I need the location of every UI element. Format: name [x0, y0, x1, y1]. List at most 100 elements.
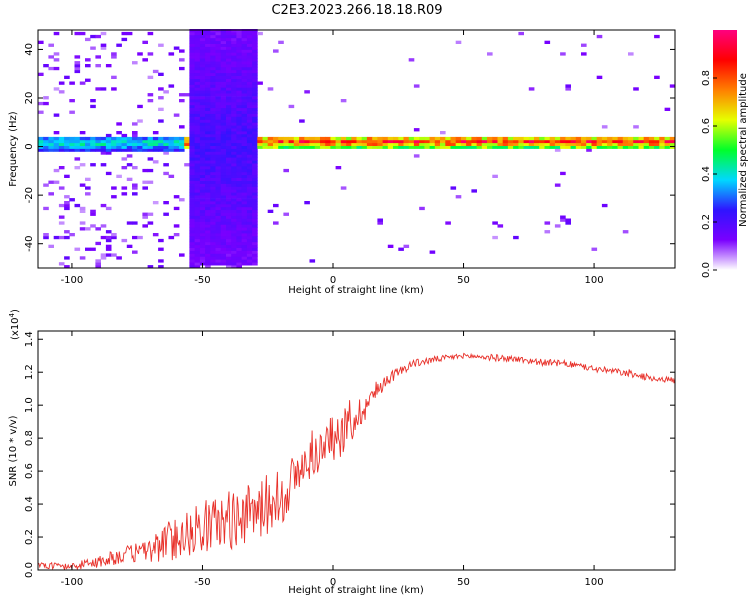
spectrogram-cell	[252, 238, 258, 243]
spectrogram-cell	[314, 145, 321, 149]
spectrogram-cell	[252, 116, 258, 120]
snr-frame	[37, 330, 676, 571]
spectrogram-cell	[607, 136, 613, 141]
spectrogram-cell	[246, 186, 253, 190]
spectrogram-cell	[236, 154, 242, 158]
spectrogram-cell	[633, 136, 639, 141]
spectrogram-cell	[231, 90, 237, 94]
spectrogram-cell	[226, 160, 232, 164]
spectrogram-cell	[554, 224, 561, 228]
spectrogram-cell	[429, 136, 436, 141]
spectrogram-cell	[215, 66, 222, 71]
spectrogram-cell	[95, 64, 101, 68]
spectrogram-cell	[116, 142, 122, 146]
spectrogram-cell	[241, 151, 248, 155]
spectrogram-cell	[356, 142, 363, 146]
spectrogram-cell	[246, 151, 253, 155]
spectrogram-cell	[215, 84, 222, 88]
spectrogram-cell	[194, 253, 201, 257]
spectrogram-cell	[142, 215, 148, 219]
spectrogram-cell	[189, 247, 195, 251]
spectrogram-cell	[236, 212, 242, 216]
spectrogram-cell	[246, 160, 253, 164]
spectrogram-cell	[236, 262, 242, 266]
spectrogram-cell	[246, 107, 253, 111]
spectrogram-cell	[64, 203, 70, 208]
spectrogram-cell	[95, 142, 101, 146]
spectrogram-cell	[210, 166, 216, 170]
spectrogram-x-tick-label: 50	[457, 275, 470, 286]
spectrogram-cell	[189, 61, 195, 65]
spectrogram-cell	[283, 212, 289, 216]
spectrogram-cell	[199, 131, 206, 135]
spectrogram-cell	[534, 136, 540, 141]
spectrogram-cell	[445, 142, 451, 146]
spectrogram-cell	[147, 180, 154, 184]
spectrogram-cell	[189, 177, 195, 181]
spectrogram-cell	[570, 145, 577, 149]
spectrogram-cell	[377, 139, 383, 144]
spectrogram-cell	[189, 166, 195, 170]
snr-scale-suffix: )	[10, 309, 21, 313]
spectrogram-cell	[241, 55, 248, 59]
spectrogram-cell	[199, 64, 206, 68]
spectrogram-cell	[299, 145, 305, 149]
spectrogram-cell	[246, 198, 253, 202]
spectrogram-cell	[194, 151, 201, 155]
spectrogram-cell	[152, 136, 159, 141]
spectrogram-cell	[273, 203, 279, 208]
spectrogram-cell	[189, 209, 195, 213]
spectrogram-cell	[252, 157, 258, 161]
spectrogram-cell	[226, 52, 232, 56]
spectrogram-cell	[252, 46, 258, 50]
spectrogram-cell	[487, 145, 493, 149]
spectrogram-cell	[513, 142, 519, 146]
spectrogram-cell	[210, 40, 216, 44]
spectrogram-cell	[194, 166, 201, 170]
spectrogram-cell	[659, 139, 665, 144]
spectrogram-cell	[236, 206, 242, 211]
spectrogram-cell	[252, 55, 258, 59]
spectrogram-cell	[236, 145, 242, 149]
snr-x-tick-label: 0	[330, 577, 336, 588]
spectrogram-cell	[215, 99, 222, 103]
spectrogram-cell	[246, 154, 253, 158]
spectrogram-cell	[581, 139, 587, 144]
spectrogram-cell	[126, 163, 133, 167]
spectrogram-cell	[231, 195, 237, 199]
spectrogram-cell	[231, 116, 237, 120]
spectrogram-cell	[523, 136, 530, 141]
spectrogram-cell	[163, 151, 169, 155]
spectrogram-cell	[215, 119, 222, 123]
spectrogram-cell	[226, 256, 232, 260]
spectrogram-cell	[596, 145, 603, 149]
spectrogram-cell	[205, 49, 211, 53]
spectrogram-cell	[179, 139, 185, 144]
spectrogram-cell	[398, 145, 404, 149]
spectrogram-cell	[236, 37, 242, 42]
spectrogram-cell	[179, 253, 185, 257]
spectrogram-cell	[612, 145, 618, 149]
spectrogram-cell	[210, 99, 216, 103]
spectrogram-image	[38, 29, 676, 269]
spectrogram-cell	[85, 64, 91, 68]
spectrogram-cell	[100, 142, 107, 146]
spectrogram-cell	[419, 139, 425, 144]
spectrogram-cell	[252, 195, 258, 199]
spectrogram-cell	[194, 189, 201, 193]
spectrogram-x-tick-label: -100	[61, 275, 84, 286]
spectrogram-cell	[199, 227, 206, 231]
spectrogram-cell	[293, 139, 300, 144]
spectrogram-cell	[199, 55, 206, 59]
spectrogram-cell	[173, 46, 180, 50]
spectrogram-cell	[231, 160, 237, 164]
spectrogram-cell	[220, 256, 227, 260]
spectrogram-cell	[105, 142, 112, 146]
spectrogram-cell	[220, 81, 227, 85]
spectrogram-cell	[199, 212, 206, 216]
spectrogram-cell	[121, 186, 128, 190]
spectrogram-cell	[64, 230, 70, 234]
spectrogram-cell	[278, 139, 284, 144]
spectrogram-cell	[246, 227, 253, 231]
spectrogram-cell	[215, 157, 222, 161]
